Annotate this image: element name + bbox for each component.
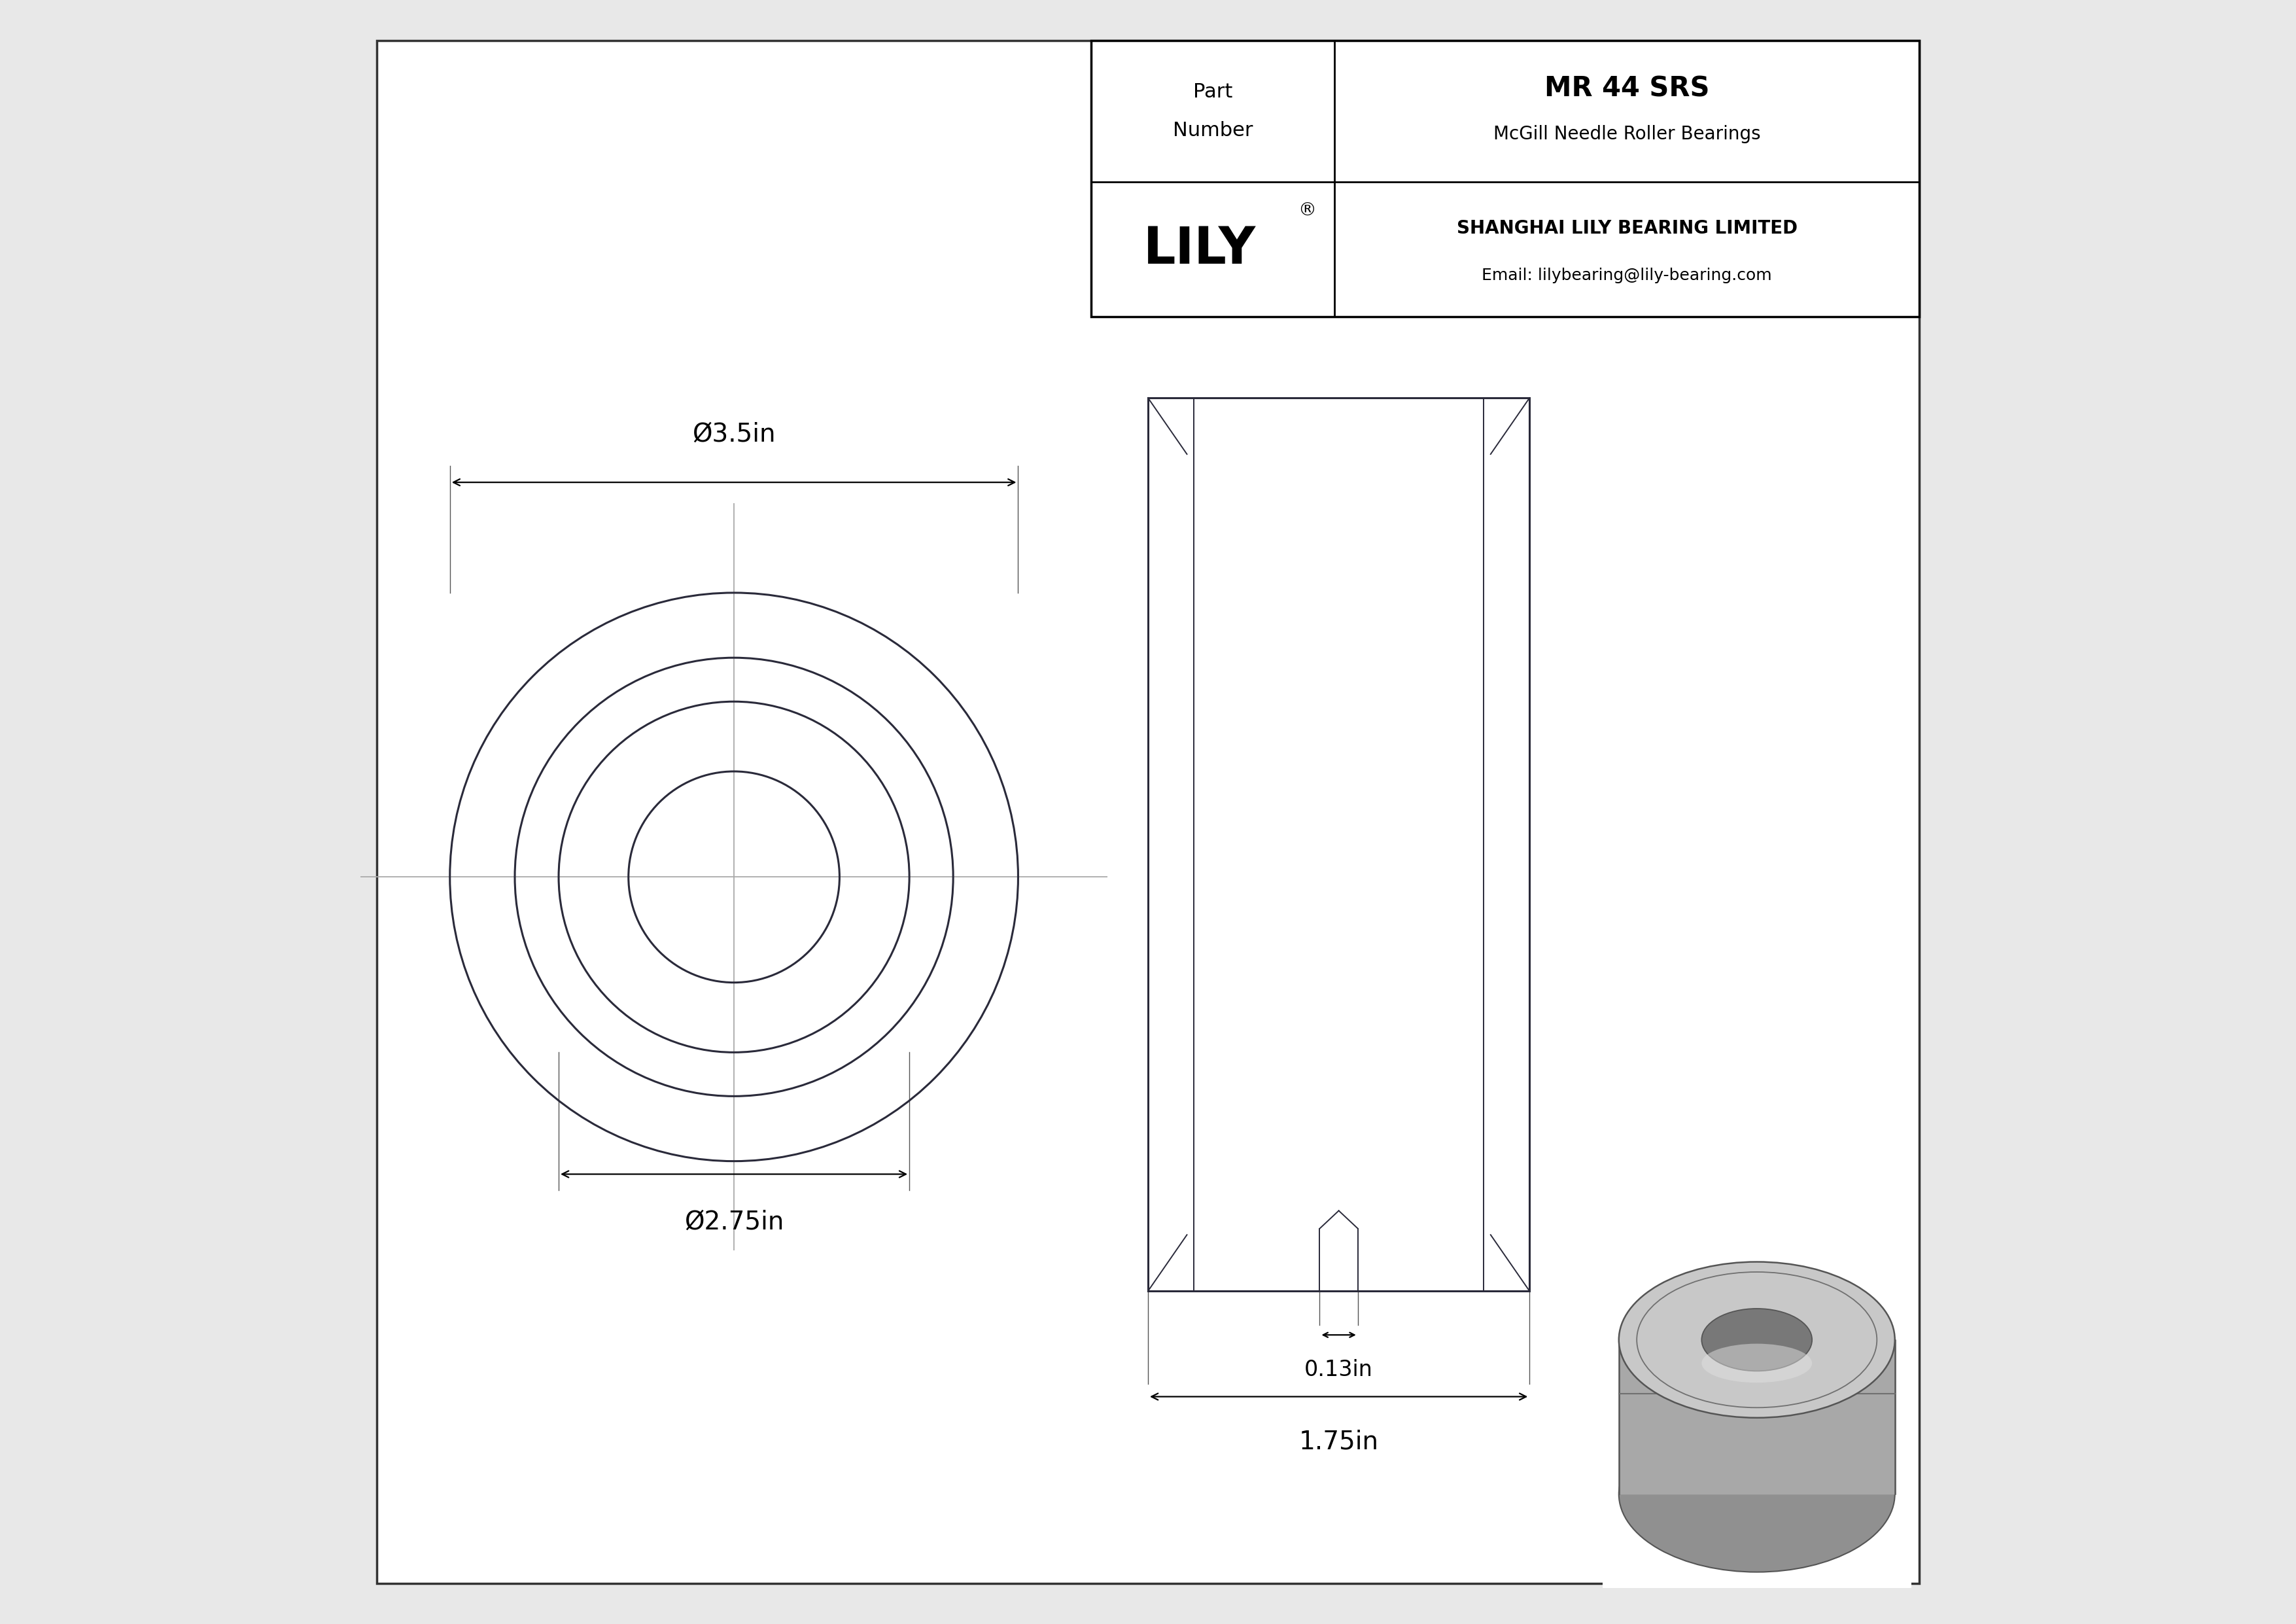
Ellipse shape [1701,1343,1812,1382]
Text: McGill Needle Roller Bearings: McGill Needle Roller Bearings [1492,125,1761,143]
Text: Ø3.5in: Ø3.5in [693,422,776,447]
Text: SHANGHAI LILY BEARING LIMITED: SHANGHAI LILY BEARING LIMITED [1456,219,1798,237]
Bar [1148,398,1529,1291]
Text: LILY: LILY [1143,224,1256,274]
Text: Ø2.75in: Ø2.75in [684,1210,783,1234]
Ellipse shape [1619,1262,1894,1418]
Text: 1.75in: 1.75in [1300,1429,1378,1453]
Polygon shape [1619,1340,1894,1494]
Text: Part: Part [1194,83,1233,101]
Text: 0.13in: 0.13in [1304,1359,1373,1380]
Text: MR 44 SRS: MR 44 SRS [1545,75,1711,102]
Text: Number: Number [1173,122,1254,140]
Text: Email: lilybearing@lily-bearing.com: Email: lilybearing@lily-bearing.com [1481,268,1773,283]
Ellipse shape [1701,1309,1812,1371]
Text: ®: ® [1297,201,1316,219]
Ellipse shape [1619,1416,1894,1572]
Bar [1091,41,1919,317]
Bar [1603,1246,1910,1588]
